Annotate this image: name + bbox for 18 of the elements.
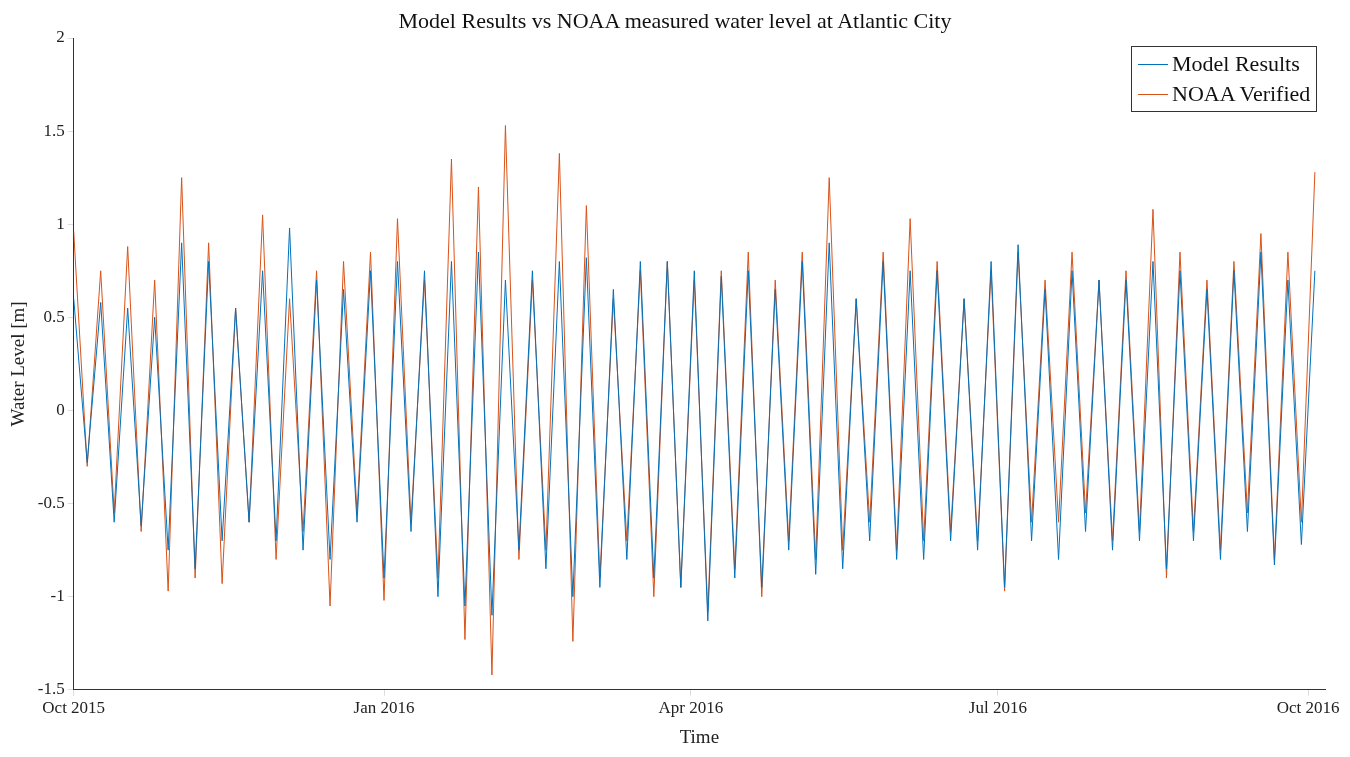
chart-title: Model Results vs NOAA measured water level at Atlantic City bbox=[398, 8, 952, 33]
y-tick-label: 1.5 bbox=[43, 120, 65, 140]
y-tick-label: -0.5 bbox=[37, 493, 65, 513]
x-tick-label: Oct 2015 bbox=[42, 698, 106, 718]
y-tick-label: 2 bbox=[56, 27, 65, 47]
x-tick-label: Jul 2016 bbox=[968, 698, 1027, 718]
y-tick-label: 0 bbox=[56, 399, 65, 419]
x-tick-label: Jan 2016 bbox=[353, 698, 415, 718]
y-axis-title: Water Level [m] bbox=[7, 301, 29, 427]
legend-label: NOAA Verified bbox=[1172, 80, 1311, 108]
x-axis-title: Time bbox=[679, 725, 720, 747]
y-tick-label: -1 bbox=[50, 586, 65, 606]
y-tick-label: -1.5 bbox=[37, 679, 65, 699]
y-tick-label: 0.5 bbox=[43, 306, 65, 326]
x-tick-label: Oct 2016 bbox=[1276, 698, 1340, 718]
legend-label: Model Results bbox=[1172, 50, 1300, 78]
x-tick-label: Apr 2016 bbox=[658, 698, 724, 718]
y-tick-label: 1 bbox=[56, 213, 65, 233]
